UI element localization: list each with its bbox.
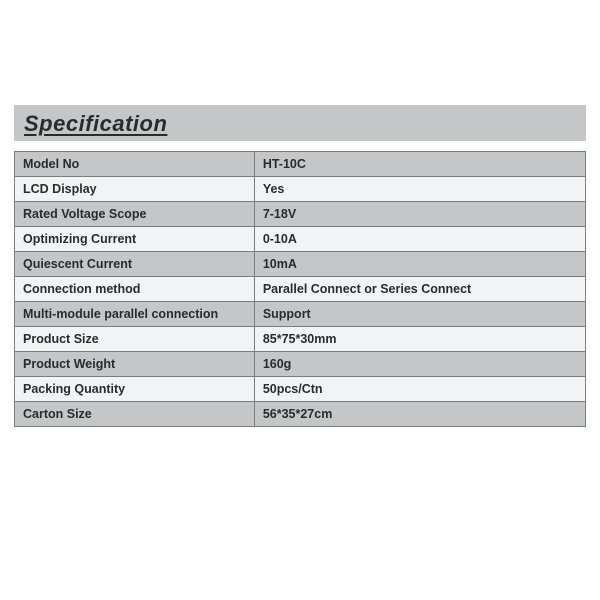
spec-label: Packing Quantity <box>15 377 255 402</box>
spec-label: Optimizing Current <box>15 227 255 252</box>
spec-label: LCD Display <box>15 177 255 202</box>
spec-table-body: Model No HT-10C LCD Display Yes Rated Vo… <box>15 152 586 427</box>
table-row: Quiescent Current 10mA <box>15 252 586 277</box>
spec-value: Yes <box>254 177 585 202</box>
table-row: Product Weight 160g <box>15 352 586 377</box>
spec-label: Model No <box>15 152 255 177</box>
spec-value: Parallel Connect or Series Connect <box>254 277 585 302</box>
table-row: Multi-module parallel connection Support <box>15 302 586 327</box>
page-title: Specification <box>24 111 167 136</box>
table-row: Product Size 85*75*30mm <box>15 327 586 352</box>
spec-label: Product Size <box>15 327 255 352</box>
table-row: Carton Size 56*35*27cm <box>15 402 586 427</box>
table-row: Optimizing Current 0-10A <box>15 227 586 252</box>
spec-value: 85*75*30mm <box>254 327 585 352</box>
table-row: Model No HT-10C <box>15 152 586 177</box>
table-row: Packing Quantity 50pcs/Ctn <box>15 377 586 402</box>
spec-value: 50pcs/Ctn <box>254 377 585 402</box>
spec-value: 56*35*27cm <box>254 402 585 427</box>
spec-table: Model No HT-10C LCD Display Yes Rated Vo… <box>14 151 586 427</box>
spec-value: 0-10A <box>254 227 585 252</box>
spec-label: Quiescent Current <box>15 252 255 277</box>
spec-label: Product Weight <box>15 352 255 377</box>
spec-label: Rated Voltage Scope <box>15 202 255 227</box>
spec-value: HT-10C <box>254 152 585 177</box>
table-row: Connection method Parallel Connect or Se… <box>15 277 586 302</box>
spec-label: Connection method <box>15 277 255 302</box>
spec-value: 160g <box>254 352 585 377</box>
spec-value: 7-18V <box>254 202 585 227</box>
spec-value: Support <box>254 302 585 327</box>
spec-label: Multi-module parallel connection <box>15 302 255 327</box>
table-row: Rated Voltage Scope 7-18V <box>15 202 586 227</box>
title-bar: Specification <box>14 105 586 141</box>
table-row: LCD Display Yes <box>15 177 586 202</box>
spec-container: Specification Model No HT-10C LCD Displa… <box>0 0 600 600</box>
spec-value: 10mA <box>254 252 585 277</box>
spec-label: Carton Size <box>15 402 255 427</box>
